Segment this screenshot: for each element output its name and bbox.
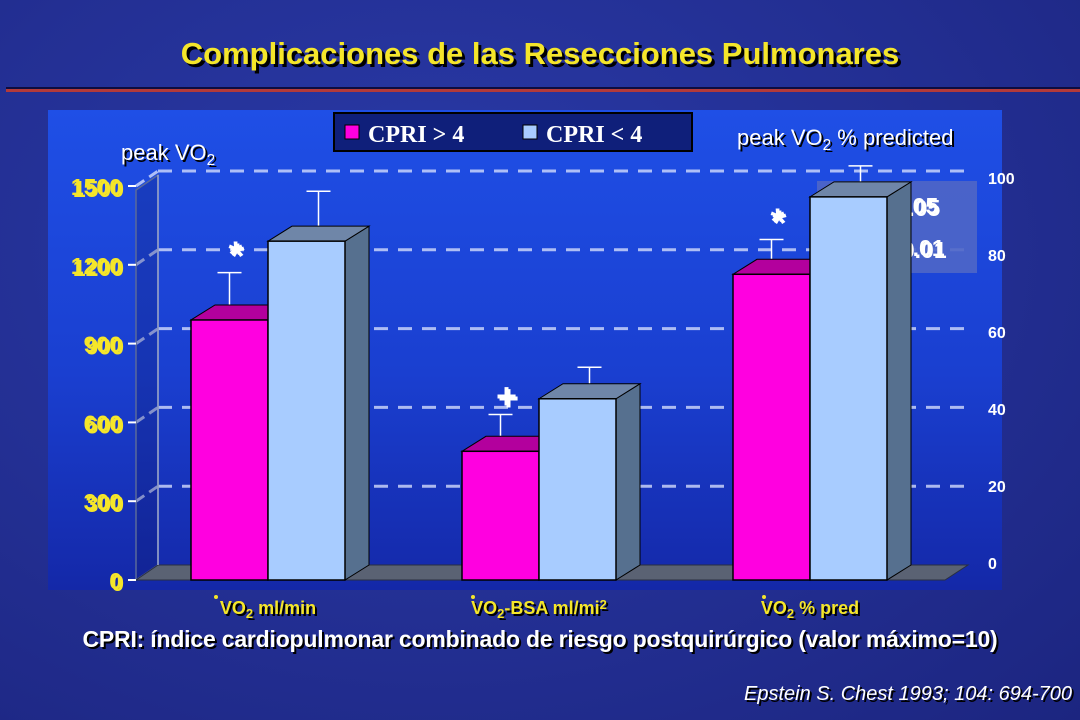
- bar-side-face: [615, 382, 641, 581]
- right-axis-tick-label: 60: [988, 325, 1006, 342]
- bar-cpri-gt4: [190, 319, 269, 581]
- gridline-side: [135, 406, 159, 424]
- category-label-dot: [214, 595, 218, 599]
- left-axis-tick-label-shadow: 300: [86, 491, 124, 517]
- significance-mark: *: [770, 200, 784, 241]
- left-axis-tick-label-shadow: 900: [86, 334, 124, 360]
- bar-cpri-gt4: [461, 450, 540, 581]
- category-label-dot: [762, 595, 766, 599]
- right-axis-tick-label: 80: [988, 248, 1006, 265]
- category-label: VO2 ml/min: [220, 598, 316, 621]
- gridline-side: [135, 327, 159, 345]
- left-axis-tick-label: 300: [84, 489, 122, 515]
- legend-box: [333, 112, 693, 152]
- legend-swatch-cpri-gt4: [344, 124, 360, 140]
- left-axis-tick-label-shadow: 1500: [73, 176, 124, 202]
- significance-mark: *: [228, 234, 242, 275]
- significance-mark-shadow: *: [230, 236, 244, 277]
- right-axis-tick-label: 100: [988, 171, 1015, 188]
- left-axis-tick-label: 900: [84, 332, 122, 358]
- left-axis-title-shadow: peak VO2: [123, 142, 217, 171]
- gridline-side: [135, 169, 159, 188]
- right-axis-title-shadow: peak VO2 % predicted: [739, 127, 955, 156]
- cpri-definition-caption: CPRI: índice cardiopulmonar combinado de…: [82, 626, 998, 652]
- bar-cpri-lt4: [538, 398, 617, 581]
- left-axis-tick-label-shadow: 600: [86, 412, 124, 438]
- category-label-shadow: VO2 ml/min: [222, 600, 318, 623]
- legend-label-cpri-lt4: CPRI < 4: [546, 122, 642, 148]
- gridline-side: [135, 248, 159, 267]
- left-axis-tick-label: 1500: [71, 174, 122, 200]
- chart-left-wall: [135, 173, 159, 582]
- significance-mark-shadow: *: [772, 202, 786, 243]
- page-title: Complicaciones de las Resecciones Pulmon…: [180, 36, 900, 71]
- left-axis-tick-label: 1200: [71, 253, 122, 279]
- left-axis-tick-label-shadow: 0: [111, 570, 124, 596]
- significance-mark: +: [496, 376, 517, 417]
- right-axis-tick-label: 40: [988, 402, 1006, 419]
- category-label: VO2-BSA ml/mi2: [471, 597, 607, 621]
- category-label: VO2 % pred: [761, 598, 859, 621]
- title-divider: [6, 87, 1080, 89]
- legend-swatch-cpri-lt4: [522, 124, 538, 140]
- bar-side-face: [344, 225, 370, 581]
- bar-cpri-lt4: [809, 196, 888, 581]
- citation: Epstein S. Chest 1993; 104: 694-700: [743, 683, 1072, 705]
- category-label-dot: [471, 595, 475, 599]
- left-axis-tick-label-shadow: 1200: [73, 255, 124, 281]
- right-axis-title: peak VO2 % predicted: [737, 125, 953, 154]
- significance-mark-shadow: +: [498, 378, 519, 419]
- title-divider-accent: [6, 89, 1080, 92]
- gridline-side: [135, 484, 159, 503]
- bar-cpri-gt4: [732, 273, 811, 581]
- bar-cpri-lt4: [267, 240, 346, 581]
- right-axis-tick-label: 20: [988, 479, 1006, 496]
- bar-side-face: [886, 180, 912, 581]
- category-label-shadow: VO2 % pred: [763, 600, 861, 623]
- left-axis-tick-label: 600: [84, 410, 122, 436]
- category-label-shadow: VO2-BSA ml/mi2: [473, 599, 609, 623]
- right-axis-tick-label: 0: [988, 556, 997, 573]
- left-axis-tick-label: 0: [109, 568, 122, 594]
- left-axis-title: peak VO2: [121, 140, 215, 169]
- legend-label-cpri-gt4: CPRI > 4: [368, 122, 464, 148]
